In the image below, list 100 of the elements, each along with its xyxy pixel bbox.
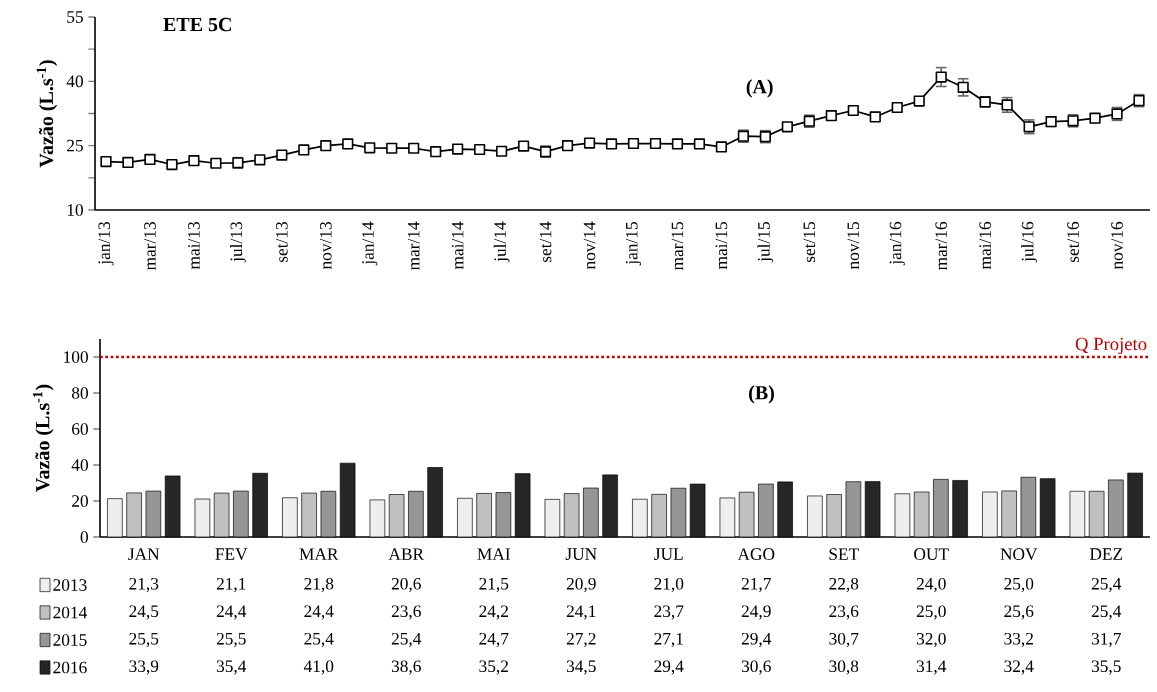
data-label: 24,1 — [566, 605, 596, 620]
point — [408, 142, 420, 154]
data-label: 25,4 — [391, 632, 422, 648]
data-label: 31,7 — [1091, 632, 1121, 648]
x-tick-label: NOV — [1000, 548, 1038, 561]
point — [496, 145, 508, 157]
data-label: 22,8 — [829, 577, 859, 593]
point — [342, 138, 354, 150]
data-label: 21,8 — [304, 577, 334, 593]
data-label: 25,5 — [129, 632, 159, 648]
data-label: 30,8 — [829, 660, 859, 675]
data-label: 29,4 — [654, 660, 684, 675]
x-tick-label: jul/16 — [1021, 221, 1037, 263]
annotation: (B) — [749, 385, 774, 404]
data-label: 35,2 — [479, 660, 508, 675]
point — [298, 144, 310, 156]
x-tick-label: jan/13 — [98, 222, 114, 266]
x-tick-label: mar/14 — [407, 221, 420, 271]
y-tick-label: 40 — [71, 459, 88, 471]
data-label: 24,7 — [479, 632, 509, 648]
point — [452, 143, 464, 155]
x-tick-label: SET — [829, 548, 859, 561]
point — [474, 143, 486, 156]
data-label: 24,0 — [916, 577, 946, 593]
x-tick-label: FEV — [215, 548, 248, 560]
data-label: 23,6 — [829, 605, 859, 620]
point — [561, 140, 574, 152]
data-label: 24,2 — [479, 605, 508, 620]
data-label: 21,7 — [741, 577, 771, 593]
legend-label: 2013 — [53, 579, 87, 591]
x-tick-label: jan/15 — [625, 222, 642, 266]
point — [386, 142, 398, 154]
point — [935, 71, 947, 83]
data-label: 30,7 — [829, 632, 859, 648]
y-tick-label: 55 — [67, 11, 83, 23]
data-label: 35,5 — [1091, 660, 1121, 675]
x-tick-label: mai/16 — [979, 221, 991, 270]
data-label: 33,9 — [129, 660, 159, 675]
x-tick-label: JAN — [128, 548, 160, 560]
point — [430, 146, 442, 158]
data-label: 25,4 — [1091, 605, 1122, 620]
data-label: 27,1 — [654, 632, 683, 648]
data-label: 24,4 — [304, 605, 334, 620]
point — [847, 104, 859, 117]
point — [320, 140, 332, 152]
y-tick-label: 60 — [72, 423, 88, 435]
x-tick-label: mar/13 — [144, 222, 156, 271]
x-tick-label: OUT — [914, 548, 949, 561]
point — [649, 137, 662, 150]
x-tick-label: JUN — [565, 548, 597, 560]
point — [913, 95, 925, 107]
x-tick-label: nov/15 — [847, 222, 860, 270]
data-label: 25,6 — [1004, 605, 1034, 620]
data-label: 31,4 — [916, 660, 947, 675]
point — [518, 140, 530, 152]
ref-line-label: Q Projeto — [1075, 337, 1147, 355]
x-tick-label: MAR — [299, 548, 339, 560]
x-tick-label: jul/14 — [493, 221, 510, 263]
data-label: 24,4 — [216, 605, 247, 620]
point — [254, 154, 266, 166]
data-label: 20,6 — [391, 577, 421, 593]
legend-label: 2016 — [53, 661, 87, 674]
y-tick-label: 80 — [71, 387, 88, 399]
point — [364, 142, 376, 154]
data-label: 38,6 — [391, 660, 421, 675]
data-label: 20,9 — [566, 577, 596, 593]
data-label: 33,2 — [1004, 632, 1033, 648]
point — [671, 138, 684, 150]
x-tick-label: AGO — [737, 548, 775, 561]
point — [583, 137, 596, 149]
data-label: 21,3 — [129, 577, 159, 593]
x-tick-label: jul/13 — [230, 222, 246, 263]
point — [781, 121, 793, 133]
x-tick-label: set/13 — [276, 222, 288, 263]
y-axis-title: Vazão (L.s$^{-1}$) — [36, 60, 58, 168]
data-label: 23,6 — [391, 605, 421, 620]
data-label: 32,4 — [1004, 660, 1034, 675]
point — [957, 81, 969, 93]
y-tick-label: 40 — [66, 75, 83, 88]
data-label: 25,4 — [304, 632, 334, 648]
y-tick-label: 100 — [64, 351, 88, 363]
chart-title: ETE 5C — [163, 17, 231, 32]
legend-label: 2015 — [53, 634, 87, 646]
y-tick-label: 25 — [67, 139, 83, 152]
data-label: 25,0 — [916, 605, 946, 620]
point — [693, 138, 706, 150]
data-label: 25,4 — [1091, 577, 1122, 593]
x-tick-label: mar/15 — [671, 222, 684, 271]
y-tick-label: 0 — [80, 531, 88, 543]
point — [605, 138, 618, 150]
x-tick-label: DEZ — [1089, 548, 1123, 560]
point — [276, 149, 288, 161]
data-label: 21,0 — [654, 577, 684, 593]
legend-label: 2014 — [53, 606, 88, 619]
annotation: (A) — [746, 79, 773, 98]
x-tick-label: mai/14 — [451, 221, 464, 270]
x-tick-label: nov/16 — [1111, 221, 1123, 270]
data-label: 29,4 — [741, 632, 772, 648]
y-tick-label: 20 — [72, 495, 88, 507]
data-label: 25,0 — [1004, 577, 1034, 593]
